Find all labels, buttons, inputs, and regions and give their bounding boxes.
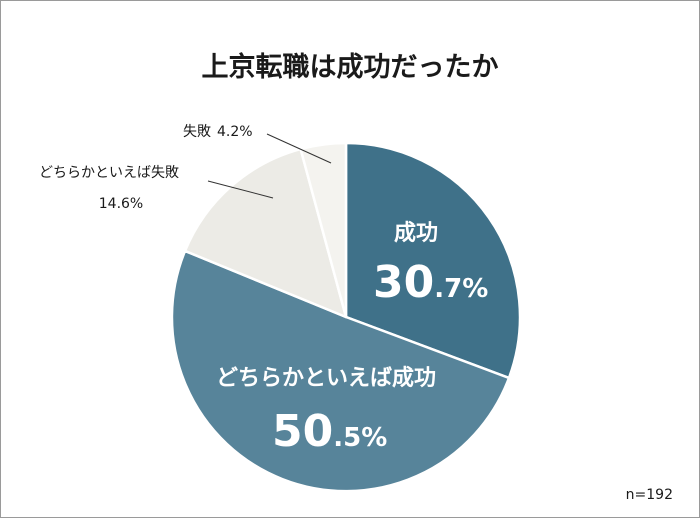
- slice-value-somewhat-success: 50.5%: [272, 406, 387, 457]
- chart-title: 上京転職は成功だったか: [202, 51, 499, 83]
- slice-value-somewhat-failure: 14.6%: [99, 196, 143, 212]
- slice-value-success: 30.7%: [373, 257, 488, 308]
- slice-label-somewhat-failure: どちらかといえば失敗: [39, 165, 179, 181]
- slice-label-failure: 失敗 4.2%: [183, 124, 253, 140]
- slice-success: [344, 141, 522, 380]
- sample-size-note: n=192: [626, 487, 673, 503]
- slice-value-success-int: 30: [373, 257, 434, 308]
- slice-label-somewhat-success: どちらかといえば成功: [216, 366, 436, 391]
- slice-label-failure-name: 失敗: [183, 124, 211, 140]
- slice-value-somewhat-success-int: 50: [272, 406, 333, 457]
- slice-somewhat-success: [170, 249, 511, 493]
- leader-line-somewhat-failure: [207, 180, 274, 199]
- slice-value-failure: 4.2%: [217, 124, 253, 140]
- slice-label-success: 成功: [394, 221, 438, 246]
- leader-line-failure: [266, 133, 332, 164]
- slice-value-success-dec: .7%: [434, 274, 488, 304]
- pie-slices: [170, 141, 522, 493]
- slice-value-somewhat-success-dec: .5%: [333, 423, 387, 453]
